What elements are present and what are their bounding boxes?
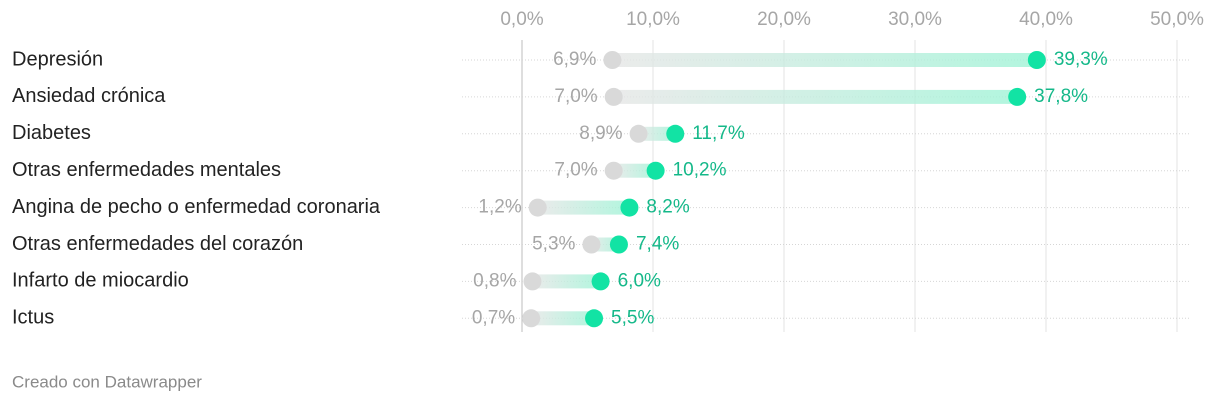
connector <box>532 274 601 289</box>
dot-end <box>609 235 628 254</box>
dot-end <box>1008 87 1027 106</box>
value-label: 0,8% <box>473 270 516 291</box>
footer: Creado con Datawrapper <box>12 372 202 391</box>
dot-start <box>523 272 542 291</box>
dot-end <box>620 198 639 217</box>
dot-end <box>591 272 610 291</box>
dot-start <box>604 161 623 180</box>
category-label: Diabetes <box>12 122 91 144</box>
connector <box>612 53 1037 67</box>
value-label: 6,0% <box>618 270 661 291</box>
value-label: 11,7% <box>692 123 745 144</box>
value-label: 7,4% <box>636 234 679 255</box>
x-tick-label: 0,0% <box>500 9 543 30</box>
value-label: 8,9% <box>579 123 622 144</box>
value-label: 37,8% <box>1034 86 1088 107</box>
dot-end <box>585 309 604 328</box>
dot-start <box>522 309 541 328</box>
dot-end <box>1027 51 1046 69</box>
value-label: 5,3% <box>532 234 575 255</box>
dot-end <box>646 161 665 180</box>
value-label: 6,9% <box>553 49 596 70</box>
category-label: Depresión <box>12 48 103 70</box>
connector <box>638 126 676 141</box>
value-label: 5,5% <box>611 307 654 328</box>
category-label: Infarto de miocardio <box>12 270 189 292</box>
category-label: Ictus <box>12 307 54 329</box>
category-label: Otras enfermedades del corazón <box>12 233 303 255</box>
dot-end <box>666 124 685 143</box>
value-label: 10,2% <box>673 160 727 181</box>
dot-start <box>604 87 623 106</box>
dot-start <box>603 51 622 69</box>
connector <box>613 89 1018 104</box>
value-label: 1,2% <box>478 197 521 218</box>
category-label: Otras enfermedades mentales <box>12 159 281 181</box>
value-label: 8,2% <box>646 197 689 218</box>
dot-start <box>629 124 648 143</box>
value-label: 0,7% <box>472 307 515 328</box>
x-tick-label: 20,0% <box>757 9 811 30</box>
category-label: Ansiedad crónica <box>12 85 166 107</box>
category-label: Angina de pecho o enfermedad coronaria <box>12 196 381 218</box>
dot-start <box>582 235 601 254</box>
x-tick-label: 10,0% <box>626 9 680 30</box>
value-label: 7,0% <box>554 160 597 181</box>
x-tick-label: 40,0% <box>1019 9 1073 30</box>
value-label: 7,0% <box>554 86 597 107</box>
connector <box>613 163 656 178</box>
dot-start <box>528 198 547 217</box>
connector <box>537 200 630 215</box>
value-label: 39,3% <box>1054 49 1108 70</box>
connector <box>531 311 595 326</box>
x-tick-label: 50,0% <box>1150 9 1204 30</box>
x-tick-label: 30,0% <box>888 9 942 30</box>
